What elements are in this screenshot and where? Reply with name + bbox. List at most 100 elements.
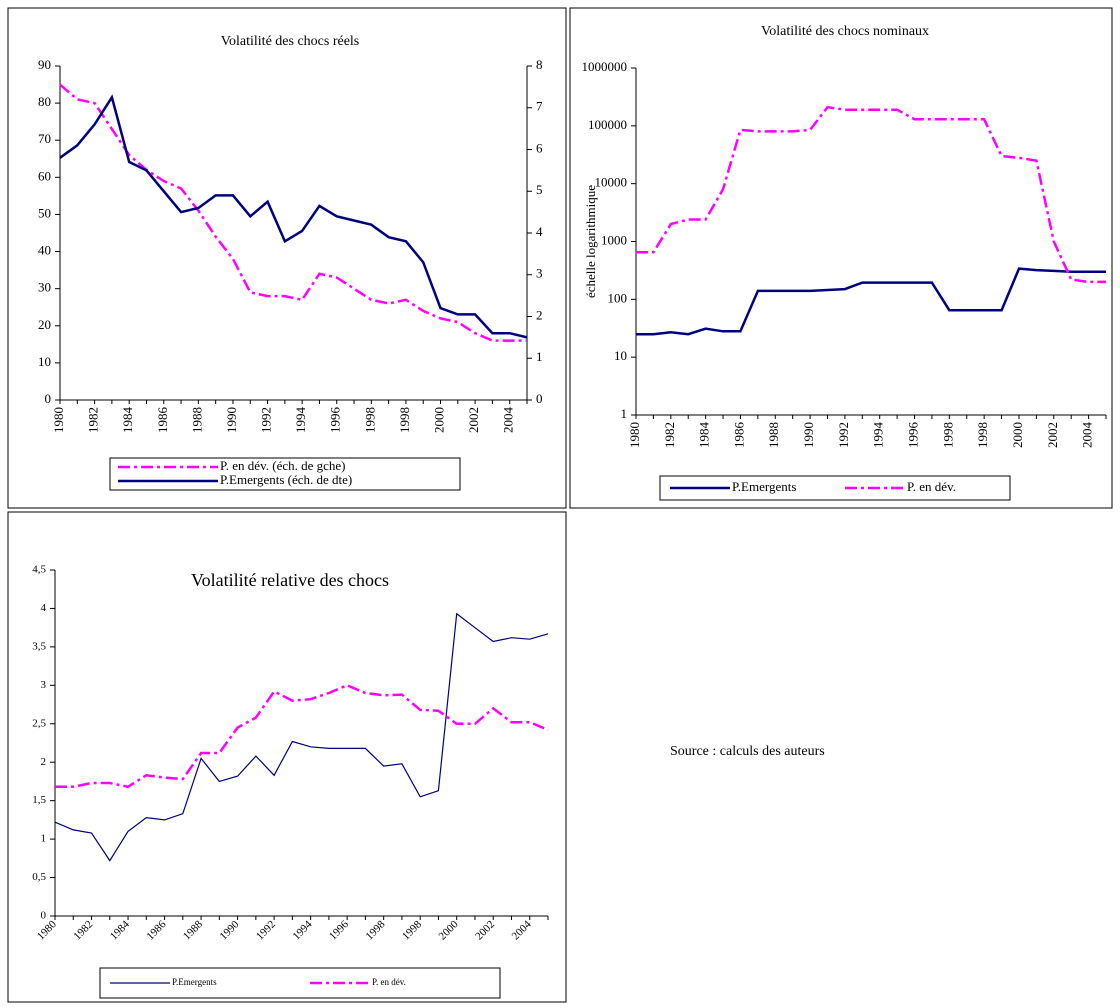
y-tick-label: 100000: [588, 117, 627, 132]
x-tick-label: 2002: [473, 918, 497, 942]
x-tick-label: 1986: [155, 407, 170, 434]
y-tick-label: 3,5: [32, 640, 46, 652]
y-tick-label: 2: [536, 307, 543, 322]
y-tick-label: 10000: [595, 175, 628, 190]
x-tick-label: 2004: [1080, 422, 1095, 449]
legend-label: P. en dév.: [907, 479, 956, 494]
x-tick-label: 1984: [697, 422, 712, 449]
y-tick-label: 5: [536, 182, 543, 197]
y-tick-label: 4,5: [32, 564, 46, 576]
x-tick-label: 1994: [290, 918, 314, 942]
x-tick-label: 1996: [327, 918, 351, 942]
x-tick-label: 1982: [71, 918, 95, 942]
x-tick-label: 1984: [108, 918, 132, 942]
x-tick-label: 1984: [120, 407, 135, 434]
y-tick-label: 10: [38, 354, 51, 369]
x-tick-label: 1998: [364, 918, 388, 942]
x-tick-label: 1988: [766, 422, 781, 448]
y-tick-label: 2: [41, 756, 47, 768]
x-tick-label: 2000: [432, 407, 447, 433]
y-tick-label: 10: [614, 348, 627, 363]
y-tick-label: 70: [38, 131, 51, 146]
y-tick-label: 1: [621, 406, 628, 421]
chart-frame: [7, 511, 567, 1003]
x-tick-label: 1994: [293, 407, 308, 434]
x-tick-label: 1996: [328, 407, 343, 434]
y-tick-label: 60: [38, 168, 51, 183]
x-tick-label: 2002: [1045, 422, 1060, 448]
x-tick-label: 1998: [362, 407, 377, 433]
x-tick-label: 1982: [662, 422, 677, 448]
y-tick-label: 1000: [601, 232, 627, 247]
y-tick-label: 1: [536, 349, 543, 364]
x-tick-label: 1992: [259, 407, 274, 433]
chart-title: Volatilité relative des chocs: [191, 570, 389, 590]
x-tick-label: 1986: [144, 918, 168, 942]
chart-title: Volatilité des chocs réels: [221, 34, 360, 49]
x-tick-label: 1988: [189, 407, 204, 433]
x-tick-label: 1990: [224, 407, 239, 433]
series-line: [636, 267, 1106, 336]
y-tick-label: 0: [536, 391, 543, 406]
y-tick-label: 4: [41, 602, 47, 614]
x-tick-label: 1982: [86, 407, 101, 433]
x-tick-label: 1996: [906, 422, 921, 449]
x-tick-label: 1992: [836, 422, 851, 448]
y-tick-label: 1,5: [32, 794, 46, 806]
series-line: [59, 94, 528, 339]
y-tick-label: 50: [38, 205, 51, 220]
x-tick-label: 2004: [501, 407, 516, 434]
y-tick-label: 20: [38, 317, 51, 332]
legend-label: P.Emergents: [732, 479, 796, 494]
y-tick-label: 90: [38, 57, 51, 72]
x-tick-label: 1992: [254, 918, 278, 942]
x-tick-label: 2002: [466, 407, 481, 433]
y-tick-label: 1000000: [582, 59, 628, 74]
y-tick-label: 100: [608, 290, 628, 305]
source-note: Source : calculs des auteurs: [670, 744, 825, 759]
legend-label: P.Emergents (éch. de dte): [220, 472, 352, 487]
x-tick-label: 2000: [437, 918, 461, 942]
y-tick-label: 0: [41, 910, 47, 922]
series-line: [59, 83, 527, 342]
x-tick-label: 1998: [975, 422, 990, 448]
x-tick-label: 2000: [1010, 422, 1025, 448]
y-axis-label: échelle logarithmique: [583, 185, 598, 298]
legend-label: P.Emergents: [172, 977, 217, 987]
x-tick-label: 1980: [627, 422, 642, 448]
series-line: [636, 105, 1106, 284]
legend-label: P. en dév.: [372, 977, 406, 987]
y-tick-label: 1: [41, 833, 47, 845]
y-tick-label: 0: [45, 391, 52, 406]
y-tick-label: 7: [536, 99, 543, 114]
x-tick-label: 2004: [510, 918, 534, 942]
y-tick-label: 2,5: [32, 717, 46, 729]
x-tick-label: 1998: [940, 422, 955, 448]
chart-frame: [7, 7, 567, 509]
x-tick-label: 1988: [181, 918, 205, 942]
y-tick-label: 80: [38, 94, 51, 109]
x-tick-label: 1998: [400, 918, 424, 942]
x-tick-label: 1998: [397, 407, 412, 433]
chart-frame: [569, 7, 1113, 509]
y-tick-label: 40: [38, 243, 51, 258]
x-tick-label: 1994: [871, 422, 886, 449]
y-tick-label: 8: [536, 57, 543, 72]
chart-title: Volatilité des chocs nominaux: [761, 24, 929, 39]
y-tick-label: 6: [536, 140, 543, 155]
y-tick-label: 30: [38, 280, 51, 295]
legend-label: P. en dév. (éch. de gche): [220, 458, 346, 473]
x-tick-label: 1980: [51, 407, 66, 433]
x-tick-label: 1980: [35, 918, 59, 942]
series-line: [54, 612, 549, 862]
y-tick-label: 0,5: [32, 871, 46, 883]
y-tick-label: 3: [41, 679, 47, 691]
legend-box: [109, 457, 461, 491]
x-tick-label: 1990: [801, 422, 816, 448]
x-tick-label: 1990: [217, 918, 241, 942]
x-tick-label: 1986: [731, 422, 746, 449]
series-line: [55, 683, 549, 789]
y-tick-label: 4: [536, 224, 543, 239]
y-tick-label: 3: [536, 266, 543, 281]
